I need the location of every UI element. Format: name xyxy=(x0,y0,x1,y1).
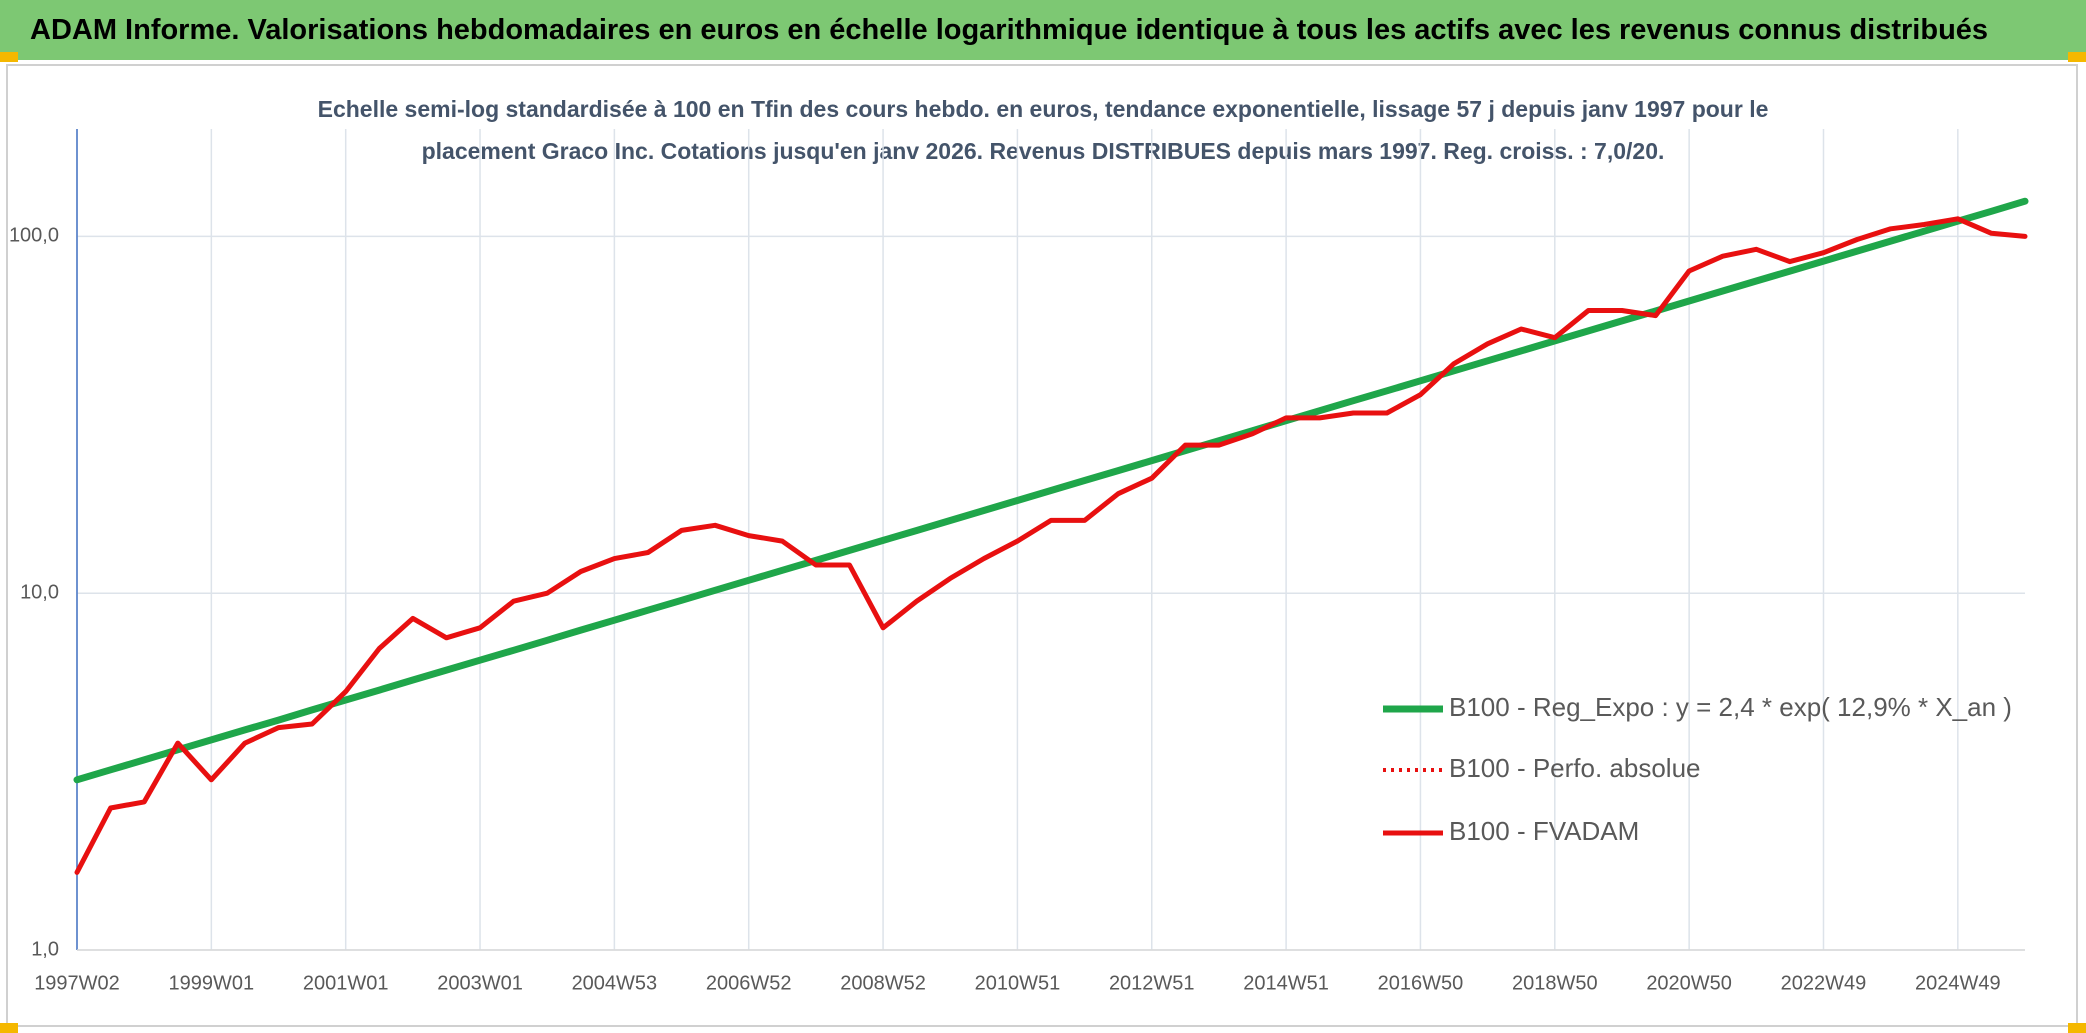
x-tick-label: 2001W01 xyxy=(303,972,389,994)
legend-label: B100 - Reg_Expo : y = 2,4 * exp( 12,9% *… xyxy=(1449,692,2012,722)
header-title: ADAM Informe. Valorisations hebdomadaire… xyxy=(30,14,1989,46)
corner xyxy=(0,52,18,62)
data-line xyxy=(75,216,2027,875)
x-tick-label: 1997W02 xyxy=(34,972,120,994)
y-tick-label: 10,0 xyxy=(20,581,59,603)
frame xyxy=(6,64,2078,1027)
data-line xyxy=(74,216,2028,875)
y-tick-label: 1,0 xyxy=(31,938,59,960)
x-tick-label: 2008W52 xyxy=(840,972,926,994)
x-tick-label: 2016W50 xyxy=(1378,972,1464,994)
x-tick-label: 2010W51 xyxy=(975,972,1061,994)
corner xyxy=(0,1023,18,1033)
x-tick-label: 2012W51 xyxy=(1109,972,1195,994)
subtitle-line: placement Graco Inc. Cotations jusqu'en … xyxy=(421,138,1665,164)
x-tick-label: 2022W49 xyxy=(1781,972,1867,994)
header-bar xyxy=(0,0,2086,60)
legend-label: B100 - FVADAM xyxy=(1449,816,1639,846)
x-tick-label: 2006W52 xyxy=(706,972,792,994)
data-line xyxy=(73,197,2029,784)
corner xyxy=(2068,1023,2086,1033)
y-tick-label: 100,0 xyxy=(9,225,59,247)
x-tick-label: 2020W50 xyxy=(1646,972,1732,994)
subtitle: Echelle semi-log standardisée à 100 en T… xyxy=(0,88,2086,172)
x-tick-label: 1999W01 xyxy=(169,972,255,994)
x-tick-label: 2003W01 xyxy=(437,972,523,994)
x-tick-label: 2004W53 xyxy=(572,972,658,994)
corner xyxy=(2068,52,2086,62)
x-tick-label: 2014W51 xyxy=(1243,972,1329,994)
x-tick-label: 2018W50 xyxy=(1512,972,1598,994)
x-tick-label: 2024W49 xyxy=(1915,972,2001,994)
subtitle-line: Echelle semi-log standardisée à 100 en T… xyxy=(317,96,1769,122)
legend-label: B100 - Perfo. absolue xyxy=(1449,753,1701,783)
